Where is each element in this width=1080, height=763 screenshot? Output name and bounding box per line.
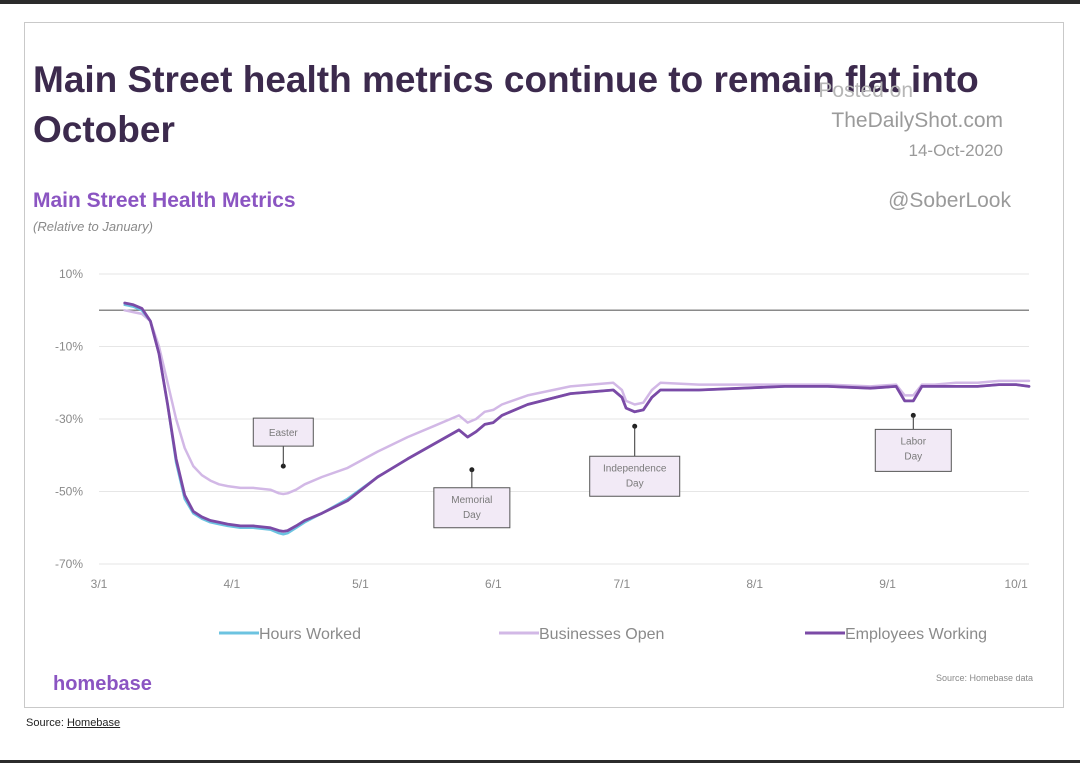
chart-source-note: Source: Homebase data (935, 673, 1033, 683)
y-tick-label: -30% (55, 412, 83, 426)
watermark-handle: @SoberLook (888, 189, 1011, 212)
x-tick-label: 7/1 (614, 577, 631, 591)
watermark-date: 14-Oct-2020 (908, 141, 1004, 160)
chart-subtitle: (Relative to January) (33, 219, 153, 234)
x-tick-label: 8/1 (746, 577, 763, 591)
annotation-box (874, 428, 952, 472)
x-tick-label: 6/1 (485, 577, 502, 591)
annotation-label: Labor (900, 436, 926, 447)
y-tick-label: -70% (55, 557, 83, 571)
legend-label: Employees Working (845, 626, 987, 643)
x-tick-label: 10/1 (1004, 577, 1028, 591)
x-tick-label: 4/1 (224, 577, 241, 591)
page-title: Main Street health metrics continue to r… (33, 59, 979, 150)
y-tick-label: 10% (59, 267, 83, 281)
watermark-posted: Posted on (818, 79, 913, 102)
chart-card: Main Street health metrics continue to r… (24, 22, 1064, 708)
x-tick-label: 5/1 (352, 577, 369, 591)
source-link[interactable]: Homebase (66, 717, 121, 729)
source-line: Source: Homebase (26, 717, 120, 729)
annotation-box (433, 487, 511, 529)
legend-label: Businesses Open (539, 626, 664, 643)
annotation-box (589, 455, 681, 497)
source-prefix: Source: (26, 717, 67, 729)
homebase-logo: homebase (53, 673, 152, 695)
annotation-label: Day (904, 451, 922, 462)
annotation-label: Day (463, 510, 481, 521)
x-tick-label: 9/1 (879, 577, 896, 591)
legend-label: Hours Worked (259, 626, 361, 643)
y-tick-label: -50% (55, 485, 83, 499)
chart-title: Main Street Health Metrics (33, 189, 296, 212)
annotation-box (252, 417, 314, 447)
annotation-label: Memorial (451, 495, 492, 506)
annotation-label: Easter (269, 428, 299, 439)
series-line-employees-working (123, 301, 1031, 533)
y-tick-label: -10% (55, 340, 83, 354)
series-line-businesses-open (123, 309, 1031, 496)
top-border (0, 0, 1080, 4)
watermark-site: TheDailyShot.com (831, 109, 1003, 132)
x-tick-label: 3/1 (91, 577, 108, 591)
annotation-label: Independence (603, 463, 667, 474)
bottom-border (0, 760, 1080, 763)
annotation-label: Day (626, 478, 644, 489)
line-chart: 10% -10% -30% -50% -70% 3/1 4/1 5/1 6/1 7/1 8/1 9/1… (55, 267, 1031, 643)
